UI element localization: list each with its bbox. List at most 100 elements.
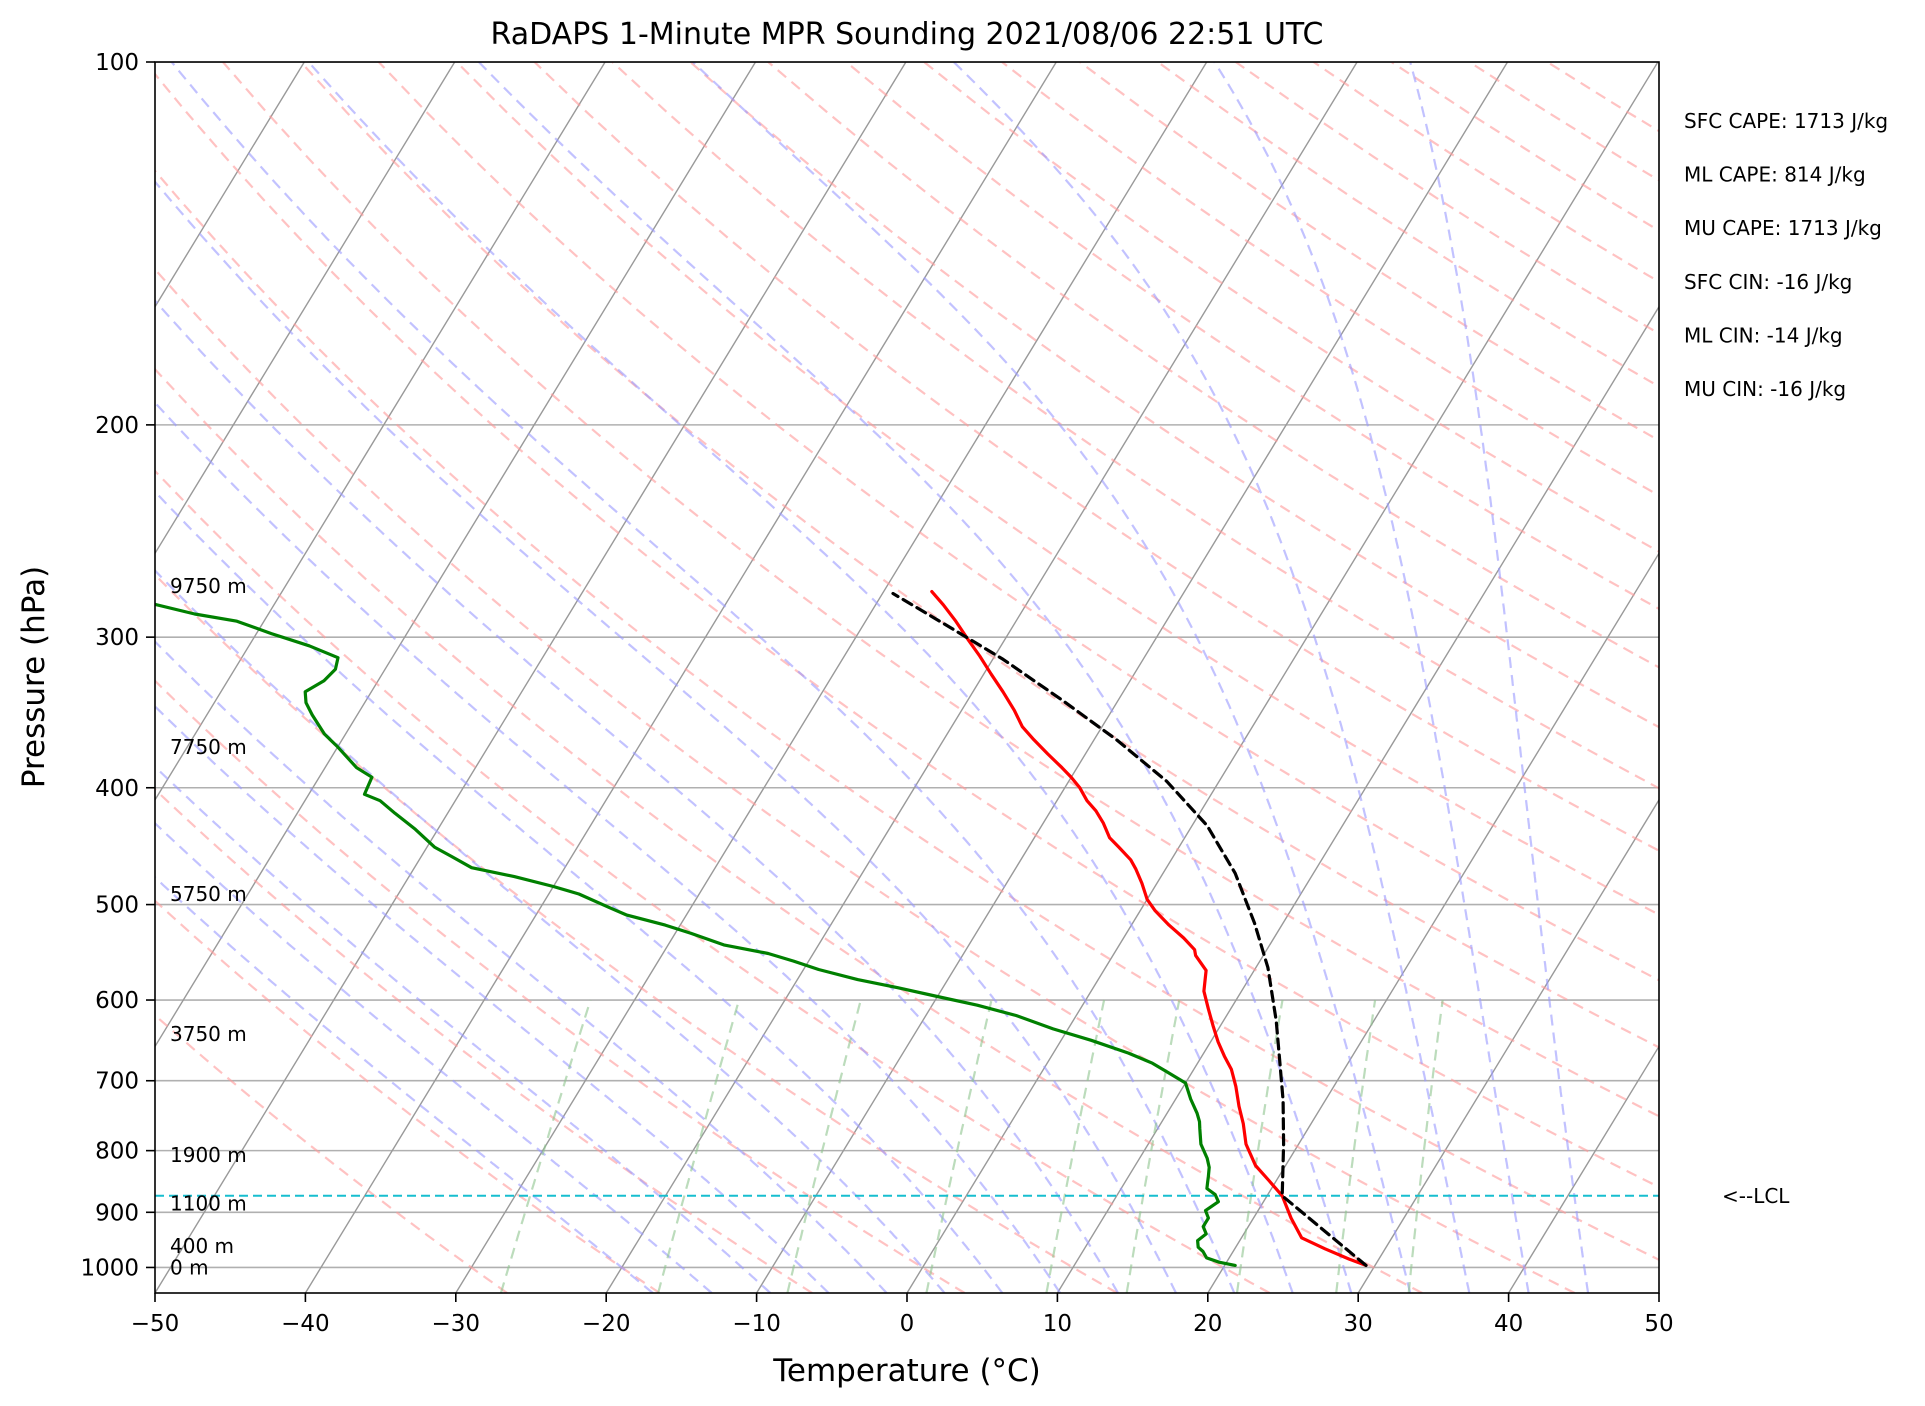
dry-adiabat-line <box>299 62 1659 1049</box>
y-tick-label: 700 <box>95 1069 139 1095</box>
mixing-ratio-line <box>1045 999 1106 1293</box>
stability-index: ML CAPE: 814 J/kg <box>1684 163 1866 187</box>
dry-adiabat-line <box>155 899 661 1293</box>
isotherm-line <box>455 62 1208 1293</box>
y-tick-label: 200 <box>95 413 139 439</box>
moist-adiabat-line <box>155 401 1062 1293</box>
y-tick-label: 800 <box>95 1139 139 1165</box>
isotherm-line <box>304 62 1057 1293</box>
temperature-trace <box>930 590 1368 1267</box>
moist-adiabat-line <box>692 62 1412 1293</box>
chart-title: RaDAPS 1-Minute MPR Sounding 2021/08/06 … <box>491 17 1324 52</box>
y-tick-label: 400 <box>95 776 139 802</box>
height-label: 7750 m <box>170 735 247 759</box>
moist-adiabat-line <box>155 490 1004 1293</box>
y-tick-label: 900 <box>95 1200 139 1226</box>
height-labels: 9750 m 7750 m 5750 m 3750 m 1900 m 1100 m 400 … <box>170 574 247 1280</box>
moist-adiabat-line <box>155 875 654 1293</box>
y-tick-label: 500 <box>95 893 139 919</box>
moist-adiabat-line <box>155 821 713 1293</box>
isotherm-line <box>155 62 456 555</box>
x-tick-label: −10 <box>732 1311 781 1337</box>
isotherm-line <box>1357 798 1659 1293</box>
x-tick-label: −40 <box>281 1311 330 1337</box>
y-axis-label: Pressure (hPa) <box>16 566 52 788</box>
mixing-ratio-line <box>499 999 592 1293</box>
height-label: 400 m <box>170 1234 234 1258</box>
x-tick-label: 0 <box>900 1311 915 1337</box>
y-tick-label: 600 <box>95 988 139 1014</box>
dry-adiabat-line <box>377 62 1659 982</box>
x-axis: −50 −40 −30 −20 −10 0 10 20 30 40 50 <box>131 1293 1674 1337</box>
stability-index: SFC CAPE: 1713 J/kg <box>1684 109 1888 133</box>
isotherm-line <box>155 62 606 802</box>
y-tick-label: 100 <box>95 50 139 76</box>
stability-index: SFC CIN: -16 J/kg <box>1684 270 1852 294</box>
dry-adiabat-line <box>155 787 813 1293</box>
isotherm-line <box>1056 305 1659 1293</box>
moist-adiabat-line <box>307 62 1294 1293</box>
dry-adiabat-line <box>155 169 1659 1262</box>
stability-index: ML CIN: -14 J/kg <box>1684 323 1843 347</box>
isotherm-line <box>1508 1045 1659 1293</box>
mixing-ratio-line <box>925 999 993 1293</box>
height-label: 0 m <box>170 1255 209 1279</box>
dry-adiabat-line <box>689 62 1659 729</box>
isotherm-line <box>1207 551 1659 1293</box>
y-tick-label: 300 <box>95 625 139 651</box>
height-label: 1100 m <box>170 1191 247 1215</box>
moist-adiabat-line <box>155 640 888 1293</box>
x-tick-label: 10 <box>1043 1311 1072 1337</box>
stability-index: MU CAPE: 1713 J/kg <box>1684 216 1882 240</box>
dry-adiabat-line <box>155 679 966 1293</box>
x-tick-label: 30 <box>1344 1311 1373 1337</box>
mixing-ratio-line <box>1407 999 1444 1293</box>
dry-adiabat-line <box>155 469 1271 1293</box>
height-label: 5750 m <box>170 882 247 906</box>
height-label: 3750 m <box>170 1022 247 1046</box>
data-lines <box>155 590 1368 1267</box>
x-tick-label: 50 <box>1644 1311 1673 1337</box>
height-label: 1900 m <box>170 1143 247 1167</box>
moist-adiabat-line <box>155 180 1177 1293</box>
isotherm-line <box>155 62 305 309</box>
x-tick-label: −20 <box>582 1311 631 1337</box>
dry-adiabat-line <box>155 1013 508 1293</box>
moist-adiabat-line <box>1213 62 1530 1293</box>
moist-adiabat-line <box>155 299 1119 1293</box>
x-tick-label: 20 <box>1193 1311 1222 1337</box>
dry-adiabat-line <box>222 62 1659 1118</box>
parcel-trace <box>891 591 1368 1267</box>
dry-adiabat-line <box>533 62 1659 852</box>
dry-adiabat-line <box>155 367 1423 1293</box>
stability-indices: SFC CAPE: 1713 J/kg ML CAPE: 814 J/kg MU C… <box>1684 109 1888 401</box>
mixing-ratio-line <box>1125 999 1181 1293</box>
y-axis: 100 200 300 400 500 600 700 800 900 1000 <box>80 50 155 1281</box>
dry-adiabat-line <box>455 62 1659 916</box>
moist-adiabat-line <box>478 62 1353 1293</box>
y-tick-label: 1000 <box>80 1255 139 1281</box>
dewpoint-trace <box>155 602 1237 1267</box>
isotherm-line <box>155 62 907 1293</box>
x-tick-label: −50 <box>131 1311 180 1337</box>
moist-adiabat-line <box>952 62 1471 1293</box>
moist-adiabat-line <box>155 765 772 1293</box>
dry-adiabat-line <box>767 62 1659 669</box>
x-axis-label: Temperature (°C) <box>772 1353 1041 1389</box>
moist-adiabat-line <box>155 569 946 1293</box>
background-lines <box>155 62 1659 1293</box>
dry-adiabat-line <box>845 62 1659 611</box>
mixing-ratio-line <box>657 999 741 1293</box>
height-label: 9750 m <box>170 574 247 598</box>
isotherm-line <box>906 62 1659 1293</box>
moist-adiabat-line <box>1409 62 1590 1293</box>
x-tick-label: −30 <box>432 1311 481 1337</box>
isotherm-line <box>605 62 1358 1293</box>
dry-adiabat-line <box>611 62 1659 790</box>
x-tick-label: 40 <box>1494 1311 1523 1337</box>
mixing-ratio-line <box>786 999 862 1293</box>
dry-adiabat-line <box>155 267 1576 1293</box>
isotherm-line <box>155 62 757 1048</box>
moist-adiabat-line <box>170 62 1236 1293</box>
